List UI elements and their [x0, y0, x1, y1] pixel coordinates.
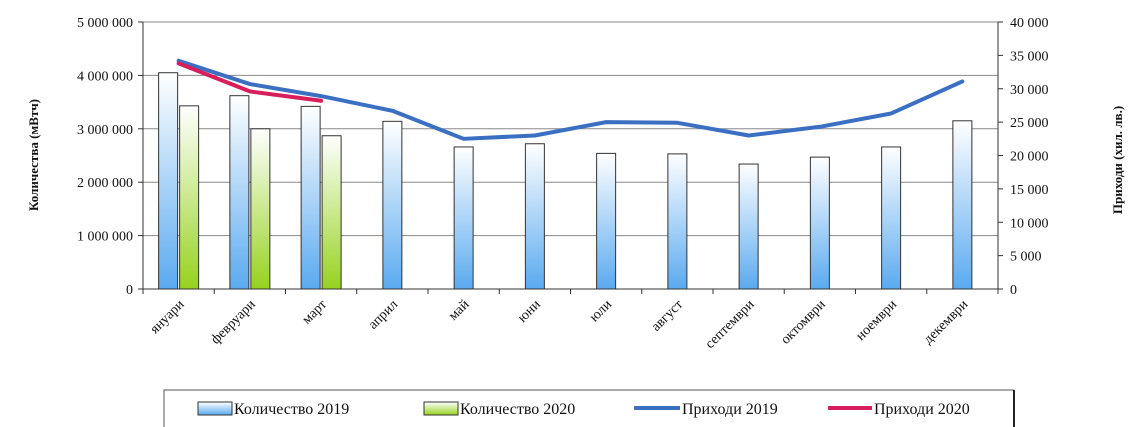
- legend-box: [163, 389, 1015, 427]
- category-label: ноември: [853, 297, 900, 344]
- bar-2020: [321, 135, 342, 290]
- y-tick-label: 4 000 000: [77, 69, 133, 84]
- line-revenue-2019: [176, 58, 965, 141]
- category-label: февруари: [208, 297, 259, 348]
- bar-2019: [300, 105, 321, 290]
- bar-2019: [881, 146, 902, 290]
- y-tick-label: 5 000 000: [77, 16, 133, 31]
- line-revenue-2020: [176, 61, 324, 103]
- bar-2019: [524, 143, 545, 290]
- bar-2019: [453, 146, 474, 290]
- bar-2019: [229, 95, 250, 290]
- y2-tick-label: 5 000: [1010, 250, 1042, 265]
- y2-tick-label: 30 000: [1010, 83, 1049, 98]
- legend: Количество 2019 Количество 2020 Приходи …: [163, 389, 1015, 427]
- y-tick-label: 0: [126, 283, 133, 298]
- category-label: юни: [515, 297, 544, 326]
- legend-label-2019: Количество 2019: [234, 401, 349, 418]
- y2-tick-label: 15 000: [1010, 183, 1049, 198]
- tick-labels: 0 1 000 000 2 000 000 3 000 000 4 000 000 5 0…: [77, 16, 1049, 298]
- y2-tick-label: 0: [1010, 283, 1017, 298]
- category-label: декември: [921, 297, 972, 348]
- bar-2019: [738, 163, 759, 290]
- category-labels: януари февруари март април май юни юли август се…: [148, 297, 972, 352]
- bar-2020: [250, 128, 271, 290]
- legend-swatch-2020: [423, 401, 459, 416]
- bar-2019: [596, 152, 617, 290]
- y-axis-title: Количества (мВтч): [26, 99, 41, 211]
- bar-2019: [952, 120, 973, 290]
- category-label: април: [366, 297, 401, 332]
- bar-2019: [158, 72, 179, 290]
- lines: [176, 58, 965, 141]
- bar-2019: [809, 156, 830, 290]
- legend-label-2020: Количество 2020: [460, 401, 575, 418]
- bars: [158, 72, 973, 290]
- y2-tick-label: 35 000: [1010, 49, 1049, 64]
- category-label: август: [649, 297, 686, 334]
- category-label: октомври: [778, 297, 829, 348]
- legend-label-revenue-2019: Приходи 2019: [682, 401, 778, 418]
- axes: [138, 21, 1003, 294]
- bar-2019: [382, 120, 403, 290]
- y2-axis-title: Приходи (хил. лв.): [1110, 106, 1125, 214]
- y-tick-label: 3 000 000: [77, 123, 133, 138]
- y-tick-label: 2 000 000: [77, 176, 133, 191]
- y2-tick-label: 25 000: [1010, 116, 1049, 131]
- y2-tick-label: 10 000: [1010, 216, 1049, 231]
- bar-2020: [179, 105, 200, 290]
- category-label: септември: [703, 297, 758, 352]
- category-label: май: [446, 297, 473, 324]
- legend-swatch-2019: [197, 401, 233, 416]
- y2-tick-label: 20 000: [1010, 150, 1049, 165]
- bar-2019: [667, 153, 688, 290]
- y-tick-label: 1 000 000: [77, 230, 133, 245]
- category-label: януари: [148, 297, 188, 337]
- category-label: юли: [587, 297, 615, 325]
- category-label: март: [300, 297, 330, 327]
- legend-label-revenue-2020: Приходи 2020: [874, 401, 970, 418]
- y2-tick-label: 40 000: [1010, 16, 1049, 31]
